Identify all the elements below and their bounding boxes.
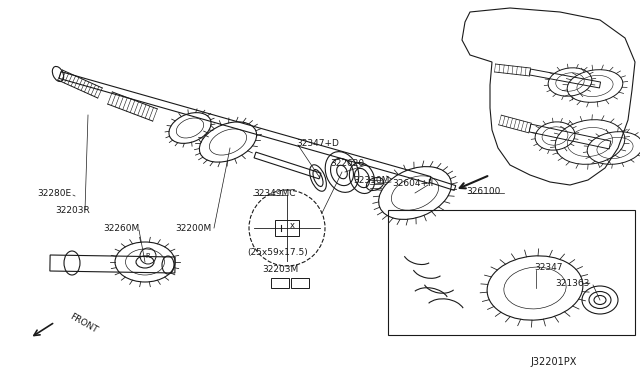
Text: 321363: 321363 [555,279,589,288]
Bar [275,220,299,236]
Text: 32347: 32347 [534,263,563,273]
Text: J32201PX: J32201PX [530,357,577,367]
Text: 32347+D: 32347+D [296,138,339,148]
Text: R: R [146,253,150,259]
Text: FRONT: FRONT [68,311,99,334]
Text: 326100: 326100 [466,186,500,196]
Text: x: x [289,221,294,230]
Text: 322620: 322620 [330,158,364,167]
Text: 32280E: 32280E [37,189,71,198]
Text: (25x59x17.5): (25x59x17.5) [247,248,308,257]
Bar [271,278,289,288]
Bar [291,278,309,288]
Text: 32260M: 32260M [103,224,140,232]
Text: 32349MC: 32349MC [253,189,296,198]
Text: 32203M: 32203M [262,266,298,275]
Text: 32604+II: 32604+II [392,179,433,187]
Text: 32203R: 32203R [55,205,90,215]
Text: 32200M: 32200M [175,224,211,232]
Text: 32310M: 32310M [353,176,389,185]
